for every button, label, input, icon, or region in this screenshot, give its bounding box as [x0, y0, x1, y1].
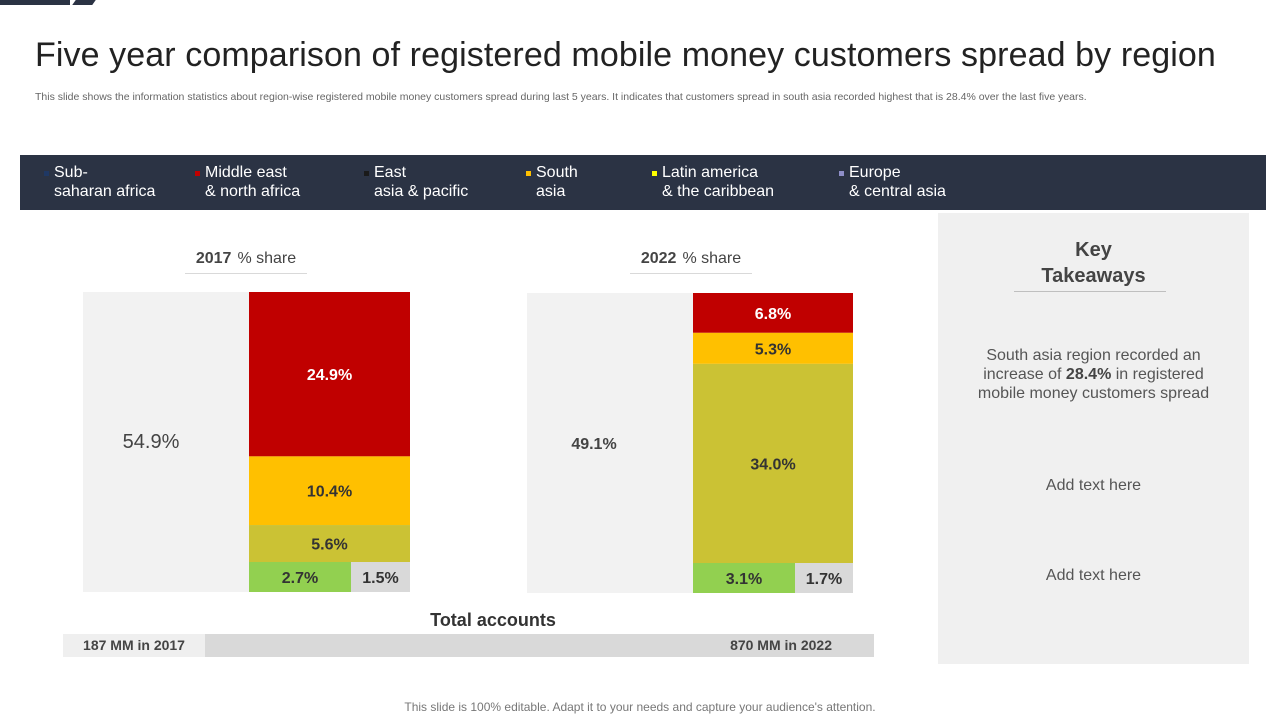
- bar-segment-europe-central-asia-0: [351, 562, 410, 592]
- total-2022: 870 MM in 2022: [730, 637, 832, 653]
- legend-label-line: Middle east: [205, 164, 287, 181]
- takeaway-1: South asia region recorded an increase o…: [977, 347, 1210, 402]
- key-takeaways-box: Key Takeaways South asia region recorded…: [938, 213, 1249, 664]
- data-label-europe-central-asia-0: 1.5%: [362, 570, 398, 587]
- key-takeaways-divider: [1014, 291, 1166, 292]
- legend-swatch-sub-saharan-africa: [44, 171, 49, 176]
- bar-segment-latin-america-the-caribbean-0: [249, 525, 410, 562]
- panel-label: % share: [682, 250, 742, 267]
- legend-swatch-south-asia: [526, 171, 531, 176]
- bar-segment-sub-saharan-africa-0: [83, 292, 249, 592]
- key-takeaways-title: Key Takeaways: [1041, 239, 1146, 287]
- bar-segment-east-asia-pacific-0: [249, 562, 351, 592]
- legend-label-line: asia & pacific: [374, 183, 469, 200]
- bar-segment-south-asia-0: [249, 456, 410, 526]
- data-label-sub-saharan-africa-1: 49.1%: [571, 436, 616, 453]
- legend-item-europe: Europe & central asia: [839, 163, 946, 201]
- takeaway-2: Add text here: [1045, 477, 1142, 494]
- bar-segment-europe-central-asia-1: [795, 563, 853, 593]
- legend-swatch-middle-east: [195, 171, 200, 176]
- legend-swatch-east-asia: [364, 171, 369, 176]
- legend-bar: Sub-saharan africa Middle east & north af…: [20, 155, 1266, 210]
- panel-heading-2017: 2017 % share: [185, 244, 307, 274]
- data-label-sub-saharan-africa-0: 54.9%: [123, 431, 180, 453]
- legend-label-line: saharan africa: [54, 183, 156, 200]
- legend-label-line: Europe: [849, 164, 901, 181]
- legend-item-latin-america: Latin america & the caribbean: [652, 163, 774, 201]
- bar-segment-sub-saharan-africa-1: [527, 293, 693, 593]
- bar-segment-east-asia-pacific-1: [693, 563, 795, 593]
- legend-label-line: & north africa: [205, 183, 301, 200]
- panel-label: % share: [237, 250, 297, 267]
- panel-year: 2022: [640, 250, 677, 267]
- legend-item-south-asia: South asia: [526, 163, 578, 201]
- legend-swatch-latin-america: [652, 171, 657, 176]
- footer-note: This slide is 100% editable. Adapt it to…: [404, 700, 876, 714]
- legend-label-line: Latin america: [662, 164, 759, 181]
- data-label-latin-america-the-caribbean-0: 5.6%: [311, 537, 347, 554]
- bar-segment-latin-america-the-caribbean-1: [693, 363, 853, 563]
- panel-year: 2017: [195, 250, 232, 267]
- corner-decoration: [0, 0, 96, 5]
- data-label-east-asia-pacific-1: 3.1%: [726, 571, 762, 588]
- legend-label-line: Sub-: [54, 164, 88, 181]
- total-accounts-title: Total accounts: [430, 610, 556, 630]
- legend-item-sub-saharan-africa: Sub-saharan africa: [44, 163, 155, 201]
- data-label-south-asia-0: 10.4%: [307, 484, 352, 501]
- data-label-europe-central-asia-1: 1.7%: [806, 571, 842, 588]
- data-label-east-asia-pacific-0: 2.7%: [282, 570, 318, 587]
- legend-label-line: South: [536, 164, 578, 181]
- bar-segment-middle-east-north-africa-0: [249, 292, 410, 457]
- data-label-middle-east-north-africa-0: 24.9%: [307, 367, 352, 384]
- share-charts: 54.9% 24.9% 10.4% 5.6% 2.7% 1.5% 49.1% 6.8% 5.3%…: [83, 292, 853, 593]
- legend-label-line: East: [374, 164, 407, 181]
- data-label-south-asia-1: 5.3%: [755, 341, 791, 358]
- legend-label-line: & central asia: [849, 183, 946, 200]
- legend-swatch-europe: [839, 171, 844, 176]
- total-accounts-bar: 187 MM in 2017 870 MM in 2022: [63, 634, 874, 657]
- total-2017: 187 MM in 2017: [63, 634, 205, 657]
- legend-label-line: asia: [536, 183, 566, 200]
- data-label-latin-america-the-caribbean-1: 34.0%: [750, 456, 795, 473]
- panel-heading-2022: 2022 % share: [630, 244, 752, 274]
- legend-item-east-asia: East asia & pacific: [364, 163, 468, 201]
- bar-segment-south-asia-1: [693, 332, 853, 364]
- legend-label-line: & the caribbean: [662, 183, 775, 200]
- bar-segment-middle-east-north-africa-1: [693, 293, 853, 333]
- legend-item-middle-east: Middle east & north africa: [195, 163, 300, 201]
- takeaway-3: Add text here: [1045, 567, 1142, 584]
- page-subtitle: This slide shows the information statist…: [35, 91, 1087, 103]
- page-title: Five year comparison of registered mobil…: [35, 36, 1216, 74]
- data-label-middle-east-north-africa-1: 6.8%: [755, 306, 791, 323]
